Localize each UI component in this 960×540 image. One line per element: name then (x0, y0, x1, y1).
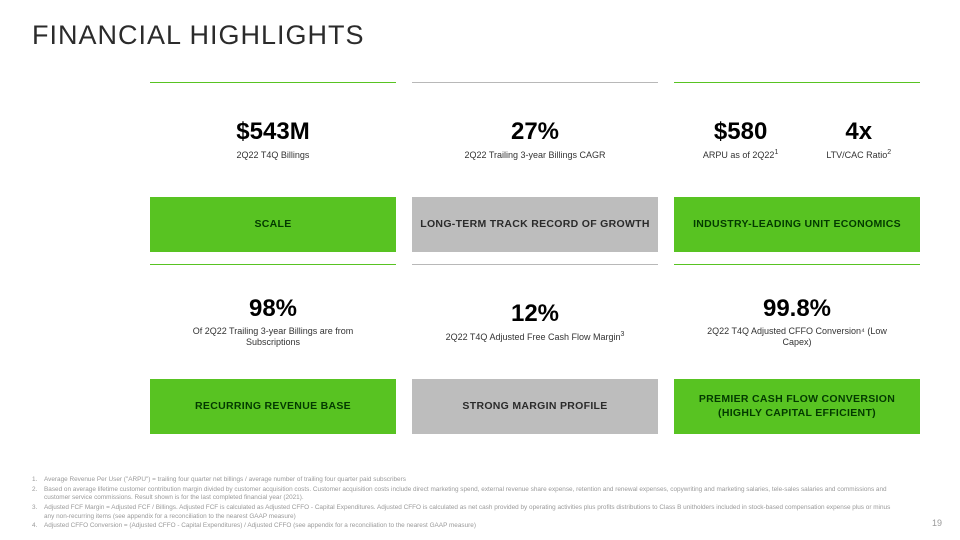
card-label: STRONG MARGIN PROFILE (412, 379, 658, 434)
metric-sub: 2Q22 Trailing 3-year Billings CAGR (464, 150, 605, 161)
metric-sub: 2Q22 T4Q Adjusted Free Cash Flow Margin3 (446, 331, 625, 343)
card-top: 27% 2Q22 Trailing 3-year Billings CAGR (412, 83, 658, 197)
highlight-card-0: $543M 2Q22 T4Q Billings SCALE (150, 82, 396, 252)
metric-value: 27% (511, 119, 559, 145)
card-top: 99.8% 2Q22 T4Q Adjusted CFFO Conversion⁴ … (674, 265, 920, 379)
metric-value: 4x (845, 119, 872, 145)
card-top: 98% Of 2Q22 Trailing 3-year Billings are … (150, 265, 396, 379)
metric: 99.8% 2Q22 T4Q Adjusted CFFO Conversion⁴ … (697, 296, 897, 349)
highlights-grid: $543M 2Q22 T4Q Billings SCALE 27% 2Q22 Trail… (150, 82, 920, 434)
highlight-card-4: 12% 2Q22 T4Q Adjusted Free Cash Flow Marg… (412, 264, 658, 434)
metric: 27% 2Q22 Trailing 3-year Billings CAGR (464, 119, 605, 161)
card-label: PREMIER CASH FLOW CONVERSION (HIGHLY CAP… (674, 379, 920, 434)
metric: 4x LTV/CAC Ratio2 (826, 119, 891, 162)
card-label: INDUSTRY-LEADING UNIT ECONOMICS (674, 197, 920, 252)
page-title: FINANCIAL HIGHLIGHTS (32, 20, 365, 51)
highlight-card-3: 98% Of 2Q22 Trailing 3-year Billings are … (150, 264, 396, 434)
footnote: 3.Adjusted FCF Margin = Adjusted FCF / B… (32, 504, 900, 521)
footnote: 4.Adjusted CFFO Conversion = (Adjusted C… (32, 522, 900, 531)
metric: 12% 2Q22 T4Q Adjusted Free Cash Flow Marg… (446, 301, 625, 344)
card-label: LONG-TERM TRACK RECORD OF GROWTH (412, 197, 658, 252)
metric-value: 99.8% (763, 296, 831, 322)
footnote: 2.Based on average lifetime customer con… (32, 486, 900, 503)
card-top: $543M 2Q22 T4Q Billings (150, 83, 396, 197)
highlight-card-2: $580 ARPU as of 2Q221 4x LTV/CAC Ratio2 INDU… (674, 82, 920, 252)
footnote: 1.Average Revenue Per User ("ARPU") = tr… (32, 476, 900, 485)
card-top: $580 ARPU as of 2Q221 4x LTV/CAC Ratio2 (674, 83, 920, 197)
metric: 98% Of 2Q22 Trailing 3-year Billings are … (173, 296, 373, 349)
highlight-card-1: 27% 2Q22 Trailing 3-year Billings CAGR LON… (412, 82, 658, 252)
metric-value: $543M (236, 119, 309, 145)
highlight-card-5: 99.8% 2Q22 T4Q Adjusted CFFO Conversion⁴ … (674, 264, 920, 434)
footnotes: 1.Average Revenue Per User ("ARPU") = tr… (32, 476, 900, 532)
card-label: SCALE (150, 197, 396, 252)
page-number: 19 (932, 518, 942, 528)
metric-sub: 2Q22 T4Q Billings (237, 150, 310, 161)
metric: $543M 2Q22 T4Q Billings (236, 119, 309, 161)
card-top: 12% 2Q22 T4Q Adjusted Free Cash Flow Marg… (412, 265, 658, 379)
metric-value: $580 (714, 119, 767, 145)
metric-sub: LTV/CAC Ratio2 (826, 149, 891, 161)
metric-sub: Of 2Q22 Trailing 3-year Billings are fro… (173, 326, 373, 349)
metric-sub: ARPU as of 2Q221 (703, 149, 778, 161)
metric-value: 98% (249, 296, 297, 322)
metric-value: 12% (511, 301, 559, 327)
card-label: RECURRING REVENUE BASE (150, 379, 396, 434)
metric-sub: 2Q22 T4Q Adjusted CFFO Conversion⁴ (Low … (697, 326, 897, 349)
metric: $580 ARPU as of 2Q221 (703, 119, 778, 162)
